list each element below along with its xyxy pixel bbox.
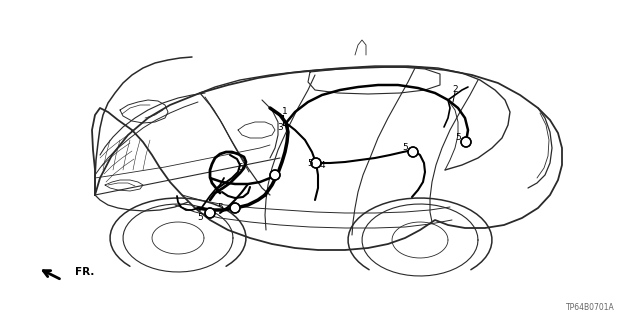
Circle shape bbox=[410, 149, 417, 155]
Text: 1: 1 bbox=[282, 108, 288, 116]
Text: 5: 5 bbox=[237, 164, 243, 173]
Circle shape bbox=[207, 210, 214, 217]
Text: 4: 4 bbox=[319, 160, 325, 169]
Text: 5: 5 bbox=[197, 212, 203, 221]
Circle shape bbox=[461, 137, 471, 147]
Text: FR.: FR. bbox=[75, 267, 94, 277]
Circle shape bbox=[270, 170, 280, 180]
Circle shape bbox=[271, 172, 278, 179]
Circle shape bbox=[232, 204, 239, 211]
Text: 5: 5 bbox=[402, 144, 408, 152]
Circle shape bbox=[312, 160, 319, 167]
Circle shape bbox=[311, 158, 321, 168]
Text: TP64B0701A: TP64B0701A bbox=[566, 303, 615, 313]
Text: 2: 2 bbox=[452, 85, 458, 94]
Circle shape bbox=[205, 208, 215, 218]
Text: 5: 5 bbox=[455, 132, 461, 142]
Text: 3: 3 bbox=[277, 123, 283, 132]
Circle shape bbox=[463, 138, 470, 145]
Circle shape bbox=[408, 147, 418, 157]
Circle shape bbox=[230, 203, 240, 213]
Text: 5: 5 bbox=[217, 204, 223, 212]
Text: 5: 5 bbox=[307, 159, 313, 167]
